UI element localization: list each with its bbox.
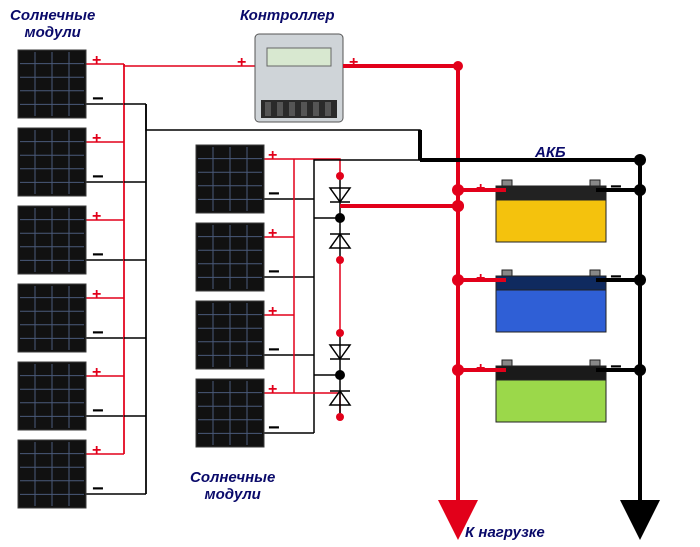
- solar-panel-left-3: [18, 284, 86, 352]
- label-panels-right: Солнечные модули: [190, 470, 275, 503]
- plus-left-1: +: [92, 130, 101, 148]
- plus-right-3: +: [268, 381, 277, 399]
- batt-2: [496, 270, 606, 332]
- label-battery: АКБ: [535, 145, 566, 162]
- plus-left-3: +: [92, 286, 101, 304]
- plus-left-5: +: [92, 442, 101, 460]
- plus-left-0: +: [92, 52, 101, 70]
- batt-minus-0: −: [610, 176, 622, 199]
- label-load: К нагрузке: [465, 525, 545, 542]
- batt-plus-1: +: [476, 270, 485, 288]
- plus-right-2: +: [268, 303, 277, 321]
- batt-3: [496, 360, 606, 422]
- minus-left-4: −: [92, 400, 104, 423]
- solar-panel-left-0: [18, 50, 86, 118]
- batt-minus-2: −: [610, 356, 622, 379]
- solar-panel-right-1: [196, 223, 264, 291]
- charge-controller: [255, 34, 343, 122]
- wiring-svg: [0, 0, 700, 547]
- plus-left-4: +: [92, 364, 101, 382]
- plus-right-0: +: [268, 147, 277, 165]
- batt-plus-2: +: [476, 360, 485, 378]
- batt-plus-0: +: [476, 180, 485, 198]
- batt-minus-1: −: [610, 266, 622, 289]
- minus-left-3: −: [92, 322, 104, 345]
- minus-right-2: −: [268, 339, 280, 362]
- ctrl-in-plus: +: [237, 54, 246, 72]
- solar-panel-left-2: [18, 206, 86, 274]
- plus-right-1: +: [268, 225, 277, 243]
- minus-right-3: −: [268, 417, 280, 440]
- minus-right-1: −: [268, 261, 280, 284]
- minus-left-0: −: [92, 88, 104, 111]
- minus-left-2: −: [92, 244, 104, 267]
- solar-panel-right-0: [196, 145, 264, 213]
- solar-panel-left-5: [18, 440, 86, 508]
- ctrl-out-plus: +: [349, 54, 358, 72]
- solar-panel-right-2: [196, 301, 264, 369]
- minus-left-1: −: [92, 166, 104, 189]
- batt-1: [496, 180, 606, 242]
- label-panels-left: Солнечные модули: [10, 8, 95, 41]
- solar-wiring-diagram: { "canvas": { "w": 700, "h": 547, "bg": …: [0, 0, 700, 547]
- solar-panel-left-4: [18, 362, 86, 430]
- plus-left-2: +: [92, 208, 101, 226]
- solar-panel-left-1: [18, 128, 86, 196]
- minus-right-0: −: [268, 183, 280, 206]
- label-controller: Контроллер: [240, 8, 335, 25]
- solar-panel-right-3: [196, 379, 264, 447]
- minus-left-5: −: [92, 478, 104, 501]
